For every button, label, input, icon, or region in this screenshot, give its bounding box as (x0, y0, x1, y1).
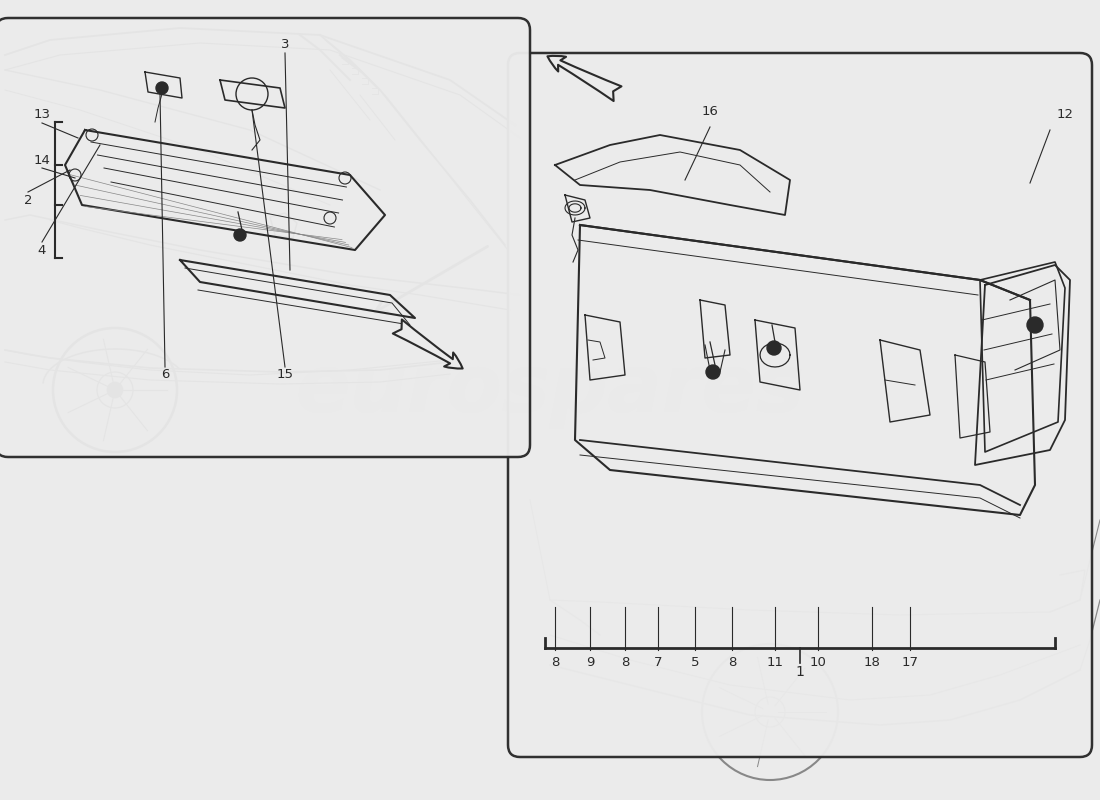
Text: 9: 9 (586, 655, 594, 669)
Circle shape (706, 365, 721, 379)
Text: 5: 5 (691, 655, 700, 669)
Text: eurospares: eurospares (296, 351, 804, 429)
FancyBboxPatch shape (508, 53, 1092, 757)
Text: 14: 14 (34, 154, 51, 166)
Text: 3: 3 (280, 38, 289, 51)
Text: 13: 13 (33, 109, 51, 122)
Circle shape (1027, 317, 1043, 333)
Text: 8: 8 (728, 655, 736, 669)
Text: 10: 10 (810, 655, 826, 669)
Circle shape (156, 82, 168, 94)
Text: 1: 1 (795, 665, 804, 679)
Text: 15: 15 (276, 369, 294, 382)
Text: 2: 2 (24, 194, 32, 206)
Text: 7: 7 (653, 655, 662, 669)
FancyBboxPatch shape (0, 18, 530, 457)
Text: 8: 8 (620, 655, 629, 669)
Text: 12: 12 (1056, 108, 1074, 121)
Text: 18: 18 (864, 655, 880, 669)
Text: 11: 11 (767, 655, 783, 669)
Text: 4: 4 (37, 243, 46, 257)
Text: 16: 16 (702, 105, 718, 118)
Text: 6: 6 (161, 369, 169, 382)
Circle shape (107, 382, 123, 398)
Text: 17: 17 (902, 655, 918, 669)
Circle shape (234, 229, 246, 241)
Text: 8: 8 (551, 655, 559, 669)
Circle shape (767, 341, 781, 355)
